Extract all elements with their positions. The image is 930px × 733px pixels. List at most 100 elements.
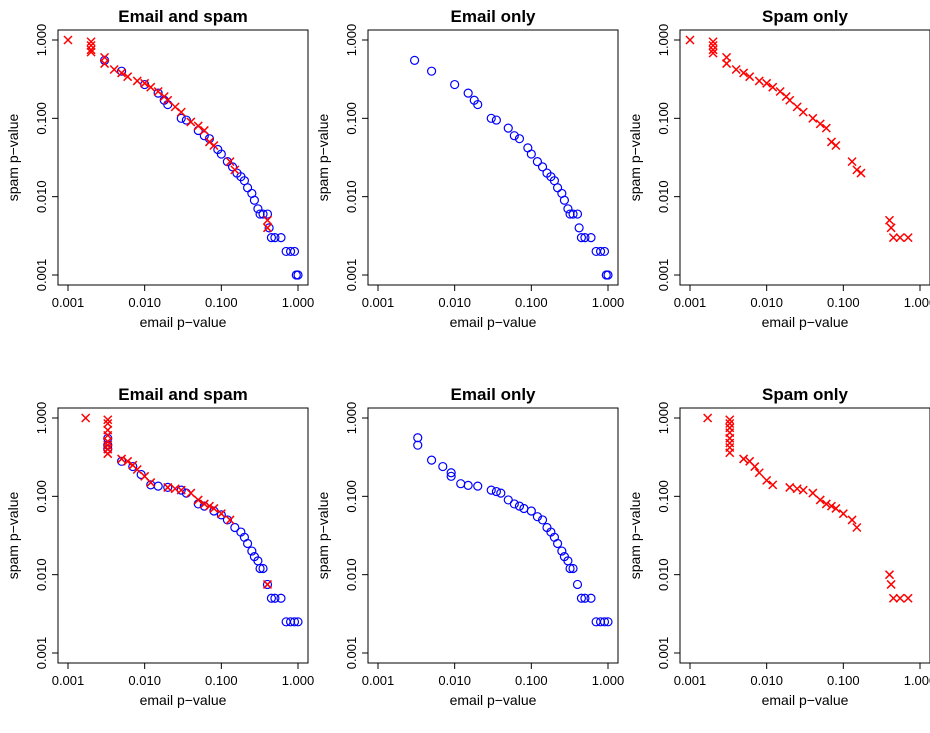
data-point-circle — [503, 123, 513, 133]
data-point-circle — [181, 115, 191, 125]
data-point-circle — [526, 149, 536, 159]
data-point-circle — [509, 131, 519, 141]
y-tick-label: 0.100 — [344, 102, 359, 135]
data-point-cross — [847, 157, 857, 167]
data-point-cross — [86, 37, 96, 47]
y-tick-label: 1.000 — [344, 24, 359, 57]
data-point-cross — [132, 464, 142, 475]
data-point-cross — [808, 488, 818, 498]
y-tick-label: 0.010 — [656, 558, 671, 591]
data-point-cross — [199, 125, 209, 135]
data-point-circle — [603, 617, 613, 627]
data-point-circle — [557, 546, 567, 556]
data-point-circle — [580, 233, 590, 243]
data-point-circle — [473, 481, 483, 491]
x-tick-label: 1.000 — [904, 295, 930, 310]
data-point-circle — [509, 499, 519, 509]
data-point-circle — [599, 246, 610, 257]
data-point-circle — [222, 515, 233, 525]
data-point-circle — [253, 204, 263, 214]
data-point-cross — [815, 119, 825, 129]
data-point-cross — [903, 233, 913, 243]
data-point-cross — [815, 495, 825, 505]
y-tick-label: 0.001 — [34, 259, 49, 292]
data-point-cross — [725, 448, 735, 458]
series-circle — [103, 433, 303, 627]
data-point-circle — [249, 195, 260, 205]
data-point-cross — [826, 501, 836, 511]
data-point-cross — [903, 593, 913, 603]
data-point-cross — [146, 82, 156, 92]
x-tick-label: 0.001 — [52, 673, 85, 688]
data-point-cross — [86, 40, 96, 51]
data-point-circle — [568, 209, 578, 219]
y-tick-label: 0.100 — [656, 480, 671, 513]
data-point-circle — [572, 209, 583, 219]
data-point-cross — [186, 488, 196, 498]
data-point-circle — [266, 233, 277, 243]
data-point-circle — [293, 617, 303, 627]
data-point-circle — [456, 479, 466, 489]
x-tick-label: 1.000 — [592, 295, 625, 310]
data-point-cross — [847, 515, 857, 525]
y-tick-label: 1.000 — [34, 402, 49, 435]
data-point-cross — [895, 233, 905, 243]
plot-frame — [57, 29, 309, 286]
data-point-circle — [163, 482, 173, 493]
x-tick-label: 0.001 — [362, 295, 395, 310]
data-point-cross — [762, 475, 772, 485]
x-tick-label: 0.001 — [674, 673, 707, 688]
data-point-cross — [140, 78, 150, 88]
y-tick-label: 1.000 — [34, 24, 49, 57]
data-point-cross — [100, 59, 110, 69]
data-point-circle — [176, 113, 186, 123]
chart-panel-5: Email only 0.001 0.010 0.100 1.000 0.001 0.010… — [315, 385, 624, 708]
data-point-cross — [176, 107, 186, 117]
data-point-circle — [258, 209, 268, 219]
data-point-cross — [86, 45, 96, 55]
y-tick-label: 0.100 — [34, 480, 49, 513]
plot-frame — [679, 407, 930, 664]
data-point-circle — [576, 233, 587, 243]
data-point-cross — [821, 123, 831, 133]
data-point-cross — [225, 157, 235, 167]
data-point-circle — [526, 506, 536, 516]
x-tick-label: 0.001 — [674, 295, 707, 310]
data-point-cross — [146, 478, 156, 488]
data-point-cross — [725, 415, 735, 425]
data-point-circle — [463, 88, 473, 98]
data-point-circle — [136, 469, 146, 480]
panel-title: Spam only — [762, 7, 849, 26]
data-point-circle — [216, 510, 226, 520]
data-point-cross — [785, 482, 795, 492]
data-point-cross — [884, 570, 895, 580]
data-point-circle — [285, 246, 296, 257]
data-point-cross — [888, 593, 898, 603]
chart-panel-4: Email and spam 0.001 0.010 0.100 1.000 0.001 0… — [5, 385, 314, 708]
data-point-cross — [754, 76, 764, 86]
x-tick-label: 0.100 — [827, 673, 860, 688]
panel-title: Email only — [450, 385, 536, 404]
data-point-cross — [225, 515, 235, 525]
data-point-circle — [552, 183, 563, 193]
series-circle — [99, 55, 303, 280]
data-point-cross — [895, 593, 905, 603]
x-tick-label: 0.010 — [750, 673, 783, 688]
data-point-cross — [132, 76, 142, 86]
y-tick-label: 1.000 — [656, 24, 671, 57]
data-point-cross — [798, 485, 808, 495]
x-axis-label: email p−value — [140, 314, 227, 330]
data-point-circle — [216, 149, 226, 159]
data-point-cross — [739, 68, 749, 78]
data-point-circle — [153, 88, 163, 98]
data-point-cross — [798, 107, 808, 117]
x-axis-label: email p−value — [762, 314, 849, 330]
data-point-cross — [852, 522, 862, 533]
x-tick-label: 0.100 — [205, 295, 238, 310]
x-tick-label: 1.000 — [282, 295, 315, 310]
data-point-cross — [754, 468, 764, 478]
series-cross — [81, 413, 273, 589]
data-point-circle — [491, 486, 501, 497]
plot-frame — [367, 29, 619, 286]
